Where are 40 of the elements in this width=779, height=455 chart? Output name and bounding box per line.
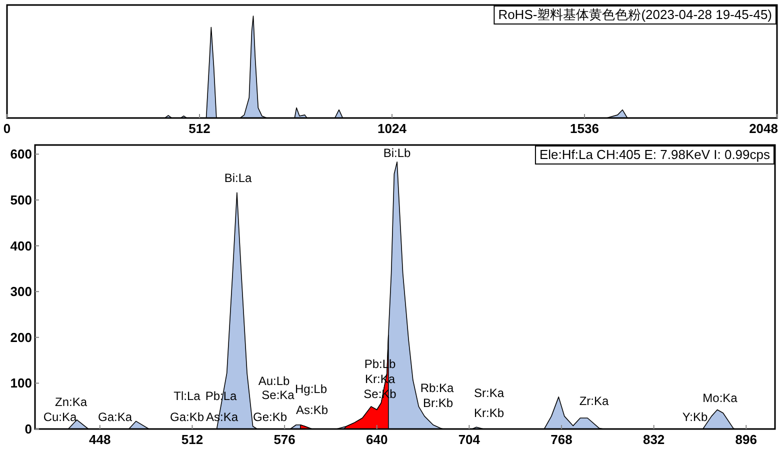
annotation: Bi:La (224, 171, 252, 185)
x-tick-label: 1024 (378, 121, 408, 136)
x-tick-label: 576 (274, 432, 296, 447)
annotation: Rb:Ka (420, 381, 454, 395)
annotation: Hg:Lb (294, 382, 328, 396)
annotation: Cu:Ka (43, 410, 77, 424)
y-tick-label: 500 (10, 192, 32, 208)
y-tick-label: 200 (10, 330, 32, 345)
x-tick-label: 512 (181, 432, 204, 447)
annotation: Mo:Ka (702, 391, 738, 405)
annotation: Br:Kb (422, 396, 454, 410)
y-tick-label: 0 (24, 422, 32, 436)
annotation: Kr:Kb (474, 406, 504, 420)
y-tick-label: 600 (10, 146, 32, 162)
x-tick-label: 896 (735, 432, 757, 447)
annotation: Tl:La (174, 389, 201, 403)
annotation: Zr:Ka (579, 394, 609, 408)
annotation: As:Kb (296, 403, 328, 417)
x-tick-label: 768 (550, 432, 572, 447)
annotation: Ge:Kb (252, 410, 288, 424)
x-tick-label: 704 (458, 432, 481, 447)
annotation: Y:Kb (682, 410, 708, 424)
x-tick-label: 448 (89, 432, 111, 447)
y-tick-label: 400 (10, 238, 32, 254)
annotation: Ele:Hf:La CH:405 E: 7.98KeV I: 0.99cps (539, 147, 770, 162)
x-tick-label: 640 (366, 432, 388, 447)
annotation: Bi:Lb (383, 146, 411, 160)
annotation: Au:Lb (258, 374, 290, 388)
x-tick-label: 2048 (749, 121, 778, 136)
annotation: Ga:Kb (170, 410, 204, 424)
y-tick-label: 300 (10, 284, 32, 300)
y-tick-label: 100 (10, 376, 32, 391)
annotation: Zn:Ka (54, 395, 88, 409)
x-tick-label: 512 (188, 121, 210, 136)
annotation: Se:Ka (262, 388, 295, 402)
x-tick-label: 832 (642, 432, 665, 447)
annotation: Ga:Ka (98, 410, 132, 424)
x-tick-label: 1536 (570, 121, 599, 136)
annotation: Sr:Ka (474, 386, 504, 400)
chart-title: RoHS-塑料基体黄色色粉(2023-04-28 19-45-45) (498, 7, 772, 22)
